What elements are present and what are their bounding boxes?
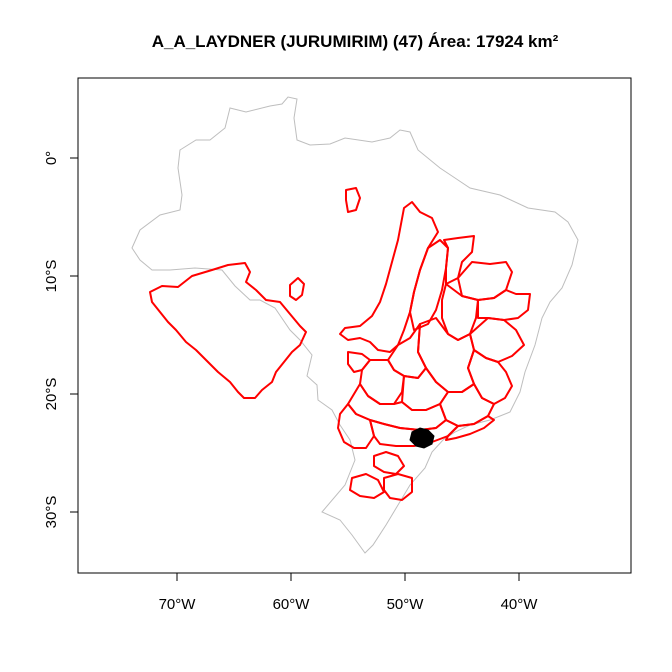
basin-paranapanema-north bbox=[347, 383, 447, 431]
basin-uruguai-2 bbox=[383, 473, 413, 501]
basin-paraiba-sul bbox=[445, 415, 495, 441]
basin-amazon-west bbox=[149, 262, 307, 399]
basin-central-2 bbox=[359, 359, 405, 405]
y-tick-label: 30°S bbox=[43, 496, 60, 529]
map-title: A_A_LAYDNER (JURUMIRIM) (47) Área: 17924… bbox=[152, 32, 559, 51]
y-tick-label: 20°S bbox=[43, 378, 60, 411]
basin-parana-left bbox=[337, 403, 375, 449]
basin-east-3 bbox=[477, 289, 531, 321]
basin-outlines bbox=[149, 187, 531, 501]
x-tick-label: 70°W bbox=[159, 596, 197, 613]
x-tick-label: 50°W bbox=[387, 596, 425, 613]
y-tick-label: 10°S bbox=[43, 260, 60, 293]
x-tick-label: 40°W bbox=[501, 596, 539, 613]
brazil-outline bbox=[131, 96, 579, 554]
basin-paranaiba bbox=[347, 351, 371, 373]
basin-iguacu bbox=[373, 451, 405, 475]
x-axis bbox=[176, 572, 520, 581]
basin-uruguai-1 bbox=[349, 473, 385, 499]
x-tick-label: 60°W bbox=[273, 596, 311, 613]
plot-frame bbox=[77, 77, 632, 574]
y-axis bbox=[70, 157, 79, 513]
basin-amapa bbox=[345, 187, 361, 213]
basin-east-1 bbox=[457, 261, 513, 301]
basin-tocantins bbox=[339, 201, 439, 353]
basin-east-4 bbox=[469, 317, 525, 363]
basin-grande bbox=[439, 383, 495, 427]
basin-small-west bbox=[289, 277, 305, 301]
highlight-basin-jurumirim bbox=[409, 427, 435, 449]
y-tick-label: 0° bbox=[43, 151, 60, 165]
basin-parnaiba bbox=[443, 235, 475, 285]
